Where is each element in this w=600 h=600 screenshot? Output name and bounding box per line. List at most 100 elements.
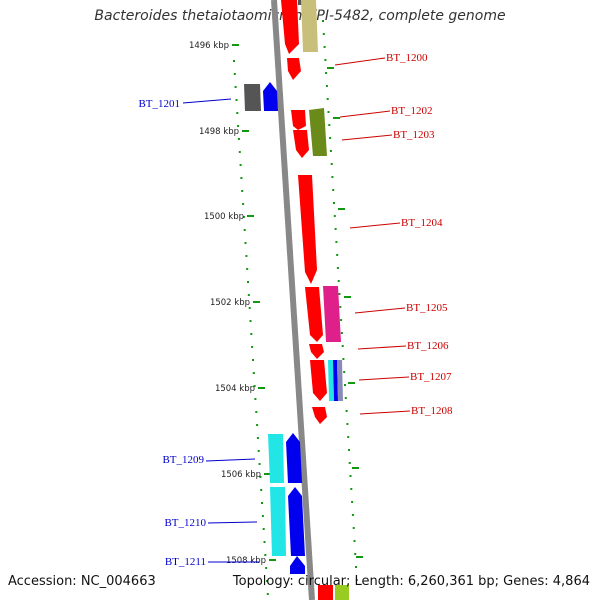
outer-tick [341, 345, 344, 347]
leader-bt-1210 [207, 521, 258, 524]
outer-tick [348, 462, 351, 464]
inner-tick [264, 554, 267, 556]
outer-tick [336, 254, 339, 256]
outer-tick [322, 20, 324, 22]
outer-tick [325, 85, 328, 87]
gene-bt-1203-green[interactable] [309, 108, 327, 156]
inner-tick [242, 203, 245, 205]
gene-bt-1201-grey[interactable] [244, 84, 261, 111]
gene-label-bt-1203[interactable]: BT_1203 [393, 129, 435, 141]
gene-label-bt-1204[interactable]: BT_1204 [401, 217, 443, 229]
feature-bottom-green[interactable] [335, 585, 349, 600]
kbp-label: 1498 kbp [199, 127, 239, 137]
outer-tick [333, 215, 336, 217]
genome-title: Bacteroides thetaiotaomicron VPI-5482, c… [94, 8, 506, 24]
feature-bottom-red[interactable] [318, 585, 333, 600]
inner-tick [239, 164, 242, 166]
outer-tick [329, 137, 332, 139]
backbone-line [271, 0, 315, 600]
kbp-label: 1502 kbp [210, 298, 250, 308]
inner-tick [257, 450, 260, 452]
gene-bt-1205[interactable] [305, 287, 323, 342]
outer-tick [323, 46, 326, 48]
gene-bt-1202[interactable] [291, 110, 306, 130]
gene-label-bt-1206[interactable]: BT_1206 [407, 340, 449, 352]
inner-tick [246, 268, 249, 270]
leader-bt-1205 [354, 307, 406, 314]
inner-tick [248, 307, 251, 309]
kbp-ticks [232, 20, 363, 595]
inner-tick [266, 580, 268, 582]
gene-label-bt-1210[interactable]: BT_1210 [164, 517, 206, 529]
gene-bt-1210[interactable] [288, 487, 305, 556]
gene-bt-1210-cyan[interactable] [270, 487, 286, 556]
gene-bt-1207-blue[interactable] [333, 360, 338, 401]
gene-label-bt-1208[interactable]: BT_1208 [411, 405, 453, 417]
inner-tick [254, 398, 257, 400]
outer-tick [337, 280, 340, 282]
kbp-label: 1506 kbp [221, 470, 261, 480]
outer-tick [334, 228, 337, 230]
inner-tick [235, 99, 238, 101]
gene-bt-1207-grey[interactable] [337, 360, 343, 401]
accession-text: Accession: NC_004663 [8, 574, 156, 589]
gene-bt-1209[interactable] [286, 433, 302, 483]
inner-tick [244, 242, 247, 244]
gene-label-bt-1207[interactable]: BT_1207 [410, 371, 452, 383]
leader-bt-1202 [339, 110, 391, 118]
outer-tick [345, 410, 348, 412]
feature-top-olive[interactable] [301, 0, 318, 52]
gene-bt-1204[interactable] [298, 175, 317, 284]
gene-bt-1208[interactable] [312, 407, 327, 424]
outer-tick [338, 293, 341, 295]
gene-bt-1205-magenta[interactable] [323, 286, 341, 342]
feature-top-red[interactable] [281, 0, 299, 54]
inner-tick [261, 515, 264, 517]
leader-bt-1206 [357, 345, 407, 350]
gene-bt-1201[interactable] [263, 82, 278, 111]
outer-major-tick [333, 117, 340, 119]
gene-bt-1209-cyan[interactable] [268, 434, 284, 483]
leader-bt-1204 [349, 222, 401, 229]
kbp-major-tick [264, 473, 271, 475]
gene-label-bt-1209[interactable]: BT_1209 [162, 454, 204, 466]
outer-tick [340, 332, 343, 334]
gene-label-bt-1200[interactable]: BT_1200 [386, 52, 428, 64]
kbp-label: 1504 kbp [215, 384, 255, 394]
outer-major-tick [356, 556, 363, 558]
outer-tick [347, 436, 350, 438]
gene-label-bt-1202[interactable]: BT_1202 [391, 105, 433, 117]
outer-tick [340, 319, 343, 321]
outer-tick [353, 540, 356, 542]
gene-bt-1203[interactable] [293, 130, 309, 158]
inner-tick [253, 385, 256, 387]
gene-label-bt-1211[interactable]: BT_1211 [165, 556, 206, 568]
kbp-major-tick [253, 301, 260, 303]
outer-tick [348, 449, 350, 451]
gene-bt-1206[interactable] [309, 344, 324, 359]
kbp-major-tick [269, 559, 276, 561]
inner-tick [255, 411, 258, 413]
leader-bt-1200 [334, 57, 386, 66]
outer-tick [332, 189, 335, 191]
leader-bt-1201 [182, 98, 232, 104]
inner-tick [256, 437, 259, 439]
outer-tick [328, 124, 331, 126]
gene-label-bt-1205[interactable]: BT_1205 [406, 302, 448, 314]
leader-bt-1208 [359, 410, 411, 415]
gene-label-bt-1201[interactable]: BT_1201 [138, 98, 180, 110]
outer-tick [329, 150, 332, 152]
kbp-label: 1500 kbp [204, 212, 244, 222]
gene-bt-1211[interactable] [290, 556, 305, 574]
inner-tick [247, 281, 249, 283]
kbp-labels: 1496 kbp 1498 kbp 1500 kbp 1502 kbp 1504 kbp… [189, 41, 266, 566]
gene-bt-1200[interactable] [287, 58, 301, 80]
outer-major-tick [338, 208, 345, 210]
gene-bt-1207[interactable] [310, 360, 327, 401]
inner-tick [260, 489, 263, 491]
gene-bt-1207-cyan[interactable] [328, 360, 334, 401]
inner-tick [241, 190, 244, 192]
outer-tick [324, 59, 327, 61]
outer-tick [355, 579, 358, 581]
